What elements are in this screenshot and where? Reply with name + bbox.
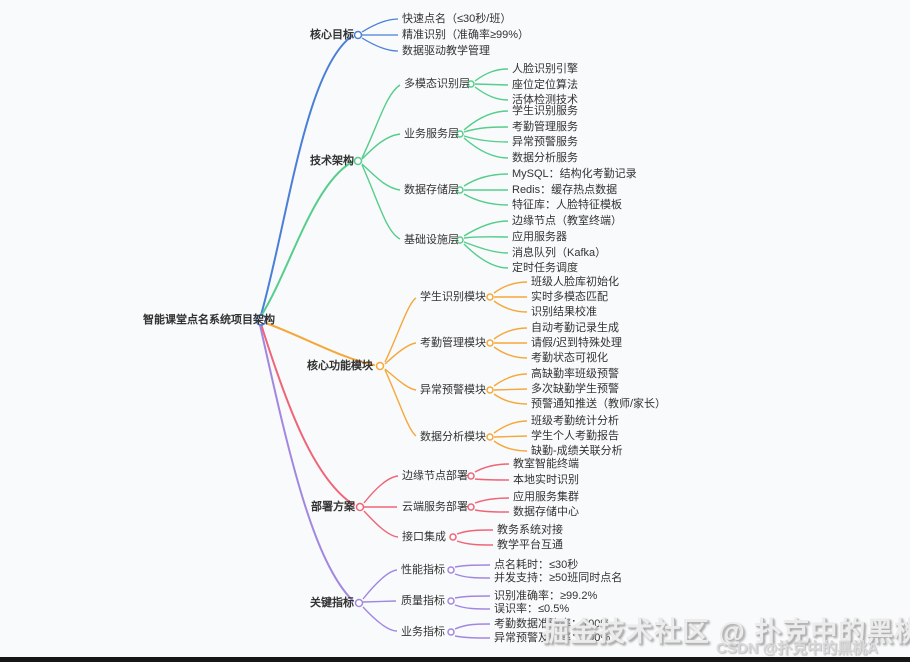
branch-deployment: 部署方案 [311,501,355,513]
leaf-node: Redis：缓存热点数据 [512,184,618,196]
leaf-node: MySQL：结构化考勤记录 [512,168,637,180]
leaf-node: 学生识别服务 [512,105,578,117]
leaf-node: 考勤状态可视化 [531,352,608,364]
branch-lines-tech-architecture [361,68,509,269]
leaf-node: 预警通知推送（教师/家长） [531,398,667,410]
branch-tech-architecture: 技术架构 [310,155,354,167]
leaf-node: 考勤数据准确率：100% [494,618,611,630]
root-branch-lines [259,35,375,602]
leaf-node: 本地实时识别 [513,474,579,486]
sub-branch: 学生识别模块 [420,291,486,303]
leaf-node: 多次缺勤学生预警 [531,383,619,395]
leaf-node: 应用服务集群 [513,491,579,503]
leaf-node: 应用服务器 [512,231,567,243]
leaf-node: 学生个人考勤报告 [531,430,619,442]
watermark-csdn: CSDN @扑克中的黑桃A [716,640,879,657]
leaf-node: 并发支持：≥50班同时点名 [494,572,623,584]
leaf-node: 定时任务调度 [512,262,578,274]
branch-key-metrics: 关键指标 [310,597,354,609]
leaf-node: 特征库：人脸特征模板 [512,199,622,211]
leaf-node: 考勤管理服务 [512,121,578,133]
branch-lines-core-modules [384,281,528,452]
sub-branch: 性能指标 [401,564,445,576]
bottom-border-bar [0,657,910,662]
branch-core-goals: 核心目标 [310,29,354,41]
leaf-node: 班级人脸库初始化 [531,276,619,288]
leaf-node: 活体检测技术 [512,94,578,106]
leaf-node: 高缺勤率班级预警 [531,368,619,380]
sub-branch: 边缘节点部署 [402,470,468,482]
leaf-node: 数据分析服务 [512,152,578,164]
branch-lines-deployment [363,463,510,546]
sub-branch: 接口集成 [402,531,446,543]
leaf-node: 点名耗时：≤30秒 [494,559,579,571]
sub-branch: 多模态识别层 [404,78,470,90]
leaf-node: 缺勤-成绩关联分析 [531,445,623,457]
leaf-node: 误识率：≤0.5% [494,603,570,615]
leaf-node: 实时多模态匹配 [531,291,608,303]
leaf-node: 异常预警及时率：100% [494,632,611,644]
sub-branch: 云端服务部署 [402,501,468,513]
leaf-node: 班级考勤统计分析 [531,415,619,427]
leaf-node: 识别结果校准 [531,306,597,318]
leaf-node: 教学平台互通 [497,539,563,551]
leaf-node: 数据驱动教学管理 [402,45,490,57]
leaf-node: 识别准确率：≥99.2% [494,590,598,602]
leaf-node: 消息队列（Kafka） [512,247,607,259]
sub-branch: 数据分析模块 [420,431,486,443]
leaf-node: 边缘节点（教室终端） [512,215,622,227]
leaf-node: 快速点名（≤30秒/班） [402,13,512,25]
leaf-node: 请假/迟到特殊处理 [531,337,623,349]
branch-lines-core-goals [361,18,399,52]
sub-branch: 质量指标 [401,595,445,607]
leaf-node: 座位定位算法 [512,79,578,91]
branch-core-modules: 核心功能模块 [307,360,373,372]
branch-lines-key-metrics [362,564,491,639]
sub-branch: 基础设施层 [404,234,459,246]
sub-branch: 异常预警模块 [420,384,486,396]
leaf-node: 精准识别（准确率≥99%） [402,29,530,41]
leaf-node: 教室智能终端 [513,458,579,470]
watermark-juejin: 掘金技术社区 @ 扑克中的黑桃A [542,617,910,647]
leaf-node: 数据存储中心 [513,506,579,518]
node-connector-dots [255,30,494,636]
root-node: 智能课堂点名系统项目架构 [143,314,275,326]
sub-branch: 业务指标 [401,626,445,638]
leaf-node: 人脸识别引擎 [512,63,578,75]
sub-branch: 业务服务层 [404,128,459,140]
sub-branch: 数据存储层 [404,184,459,196]
leaf-node: 异常预警服务 [512,136,578,148]
sub-branch: 考勤管理模块 [420,337,486,349]
leaf-node: 教务系统对接 [497,524,563,536]
leaf-node: 自动考勤记录生成 [531,322,619,334]
